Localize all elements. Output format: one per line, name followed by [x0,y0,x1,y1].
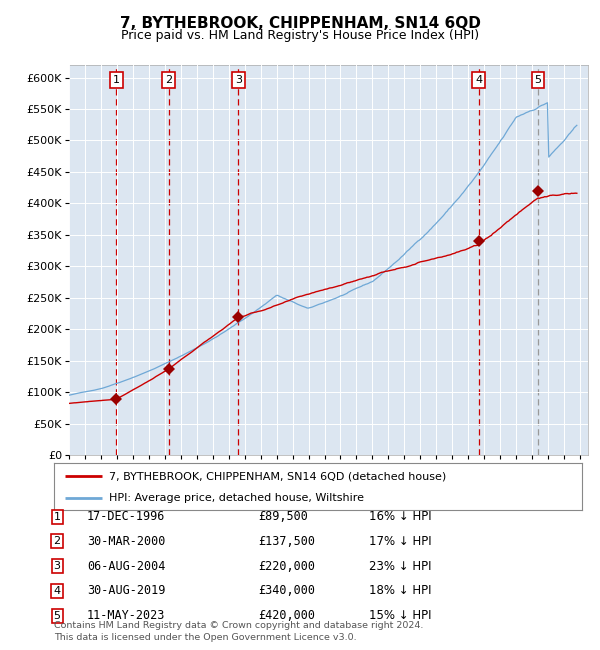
Text: 06-AUG-2004: 06-AUG-2004 [87,560,166,573]
Text: £220,000: £220,000 [258,560,315,573]
Text: 2: 2 [165,75,172,84]
Text: 2: 2 [53,536,61,547]
Text: 17% ↓ HPI: 17% ↓ HPI [369,535,431,548]
Text: 23% ↓ HPI: 23% ↓ HPI [369,560,431,573]
Text: 7, BYTHEBROOK, CHIPPENHAM, SN14 6QD (detached house): 7, BYTHEBROOK, CHIPPENHAM, SN14 6QD (det… [109,471,446,481]
Text: 1: 1 [113,75,120,84]
Text: 18% ↓ HPI: 18% ↓ HPI [369,584,431,597]
Text: HPI: Average price, detached house, Wiltshire: HPI: Average price, detached house, Wilt… [109,493,364,502]
Text: 17-DEC-1996: 17-DEC-1996 [87,510,166,523]
Text: 3: 3 [235,75,242,84]
Text: 15% ↓ HPI: 15% ↓ HPI [369,609,431,622]
Text: 7, BYTHEBROOK, CHIPPENHAM, SN14 6QD: 7, BYTHEBROOK, CHIPPENHAM, SN14 6QD [119,16,481,31]
Text: £137,500: £137,500 [258,535,315,548]
Text: This data is licensed under the Open Government Licence v3.0.: This data is licensed under the Open Gov… [54,633,356,642]
Text: £420,000: £420,000 [258,609,315,622]
Text: 30-MAR-2000: 30-MAR-2000 [87,535,166,548]
Text: 4: 4 [475,75,482,84]
Text: £89,500: £89,500 [258,510,308,523]
Text: Price paid vs. HM Land Registry's House Price Index (HPI): Price paid vs. HM Land Registry's House … [121,29,479,42]
Text: 5: 5 [53,610,61,621]
Text: 11-MAY-2023: 11-MAY-2023 [87,609,166,622]
Text: 4: 4 [53,586,61,596]
Text: 1: 1 [53,512,61,522]
Text: £340,000: £340,000 [258,584,315,597]
Text: 16% ↓ HPI: 16% ↓ HPI [369,510,431,523]
Text: 3: 3 [53,561,61,571]
Text: 30-AUG-2019: 30-AUG-2019 [87,584,166,597]
Text: Contains HM Land Registry data © Crown copyright and database right 2024.: Contains HM Land Registry data © Crown c… [54,621,424,630]
Text: 5: 5 [535,75,541,84]
